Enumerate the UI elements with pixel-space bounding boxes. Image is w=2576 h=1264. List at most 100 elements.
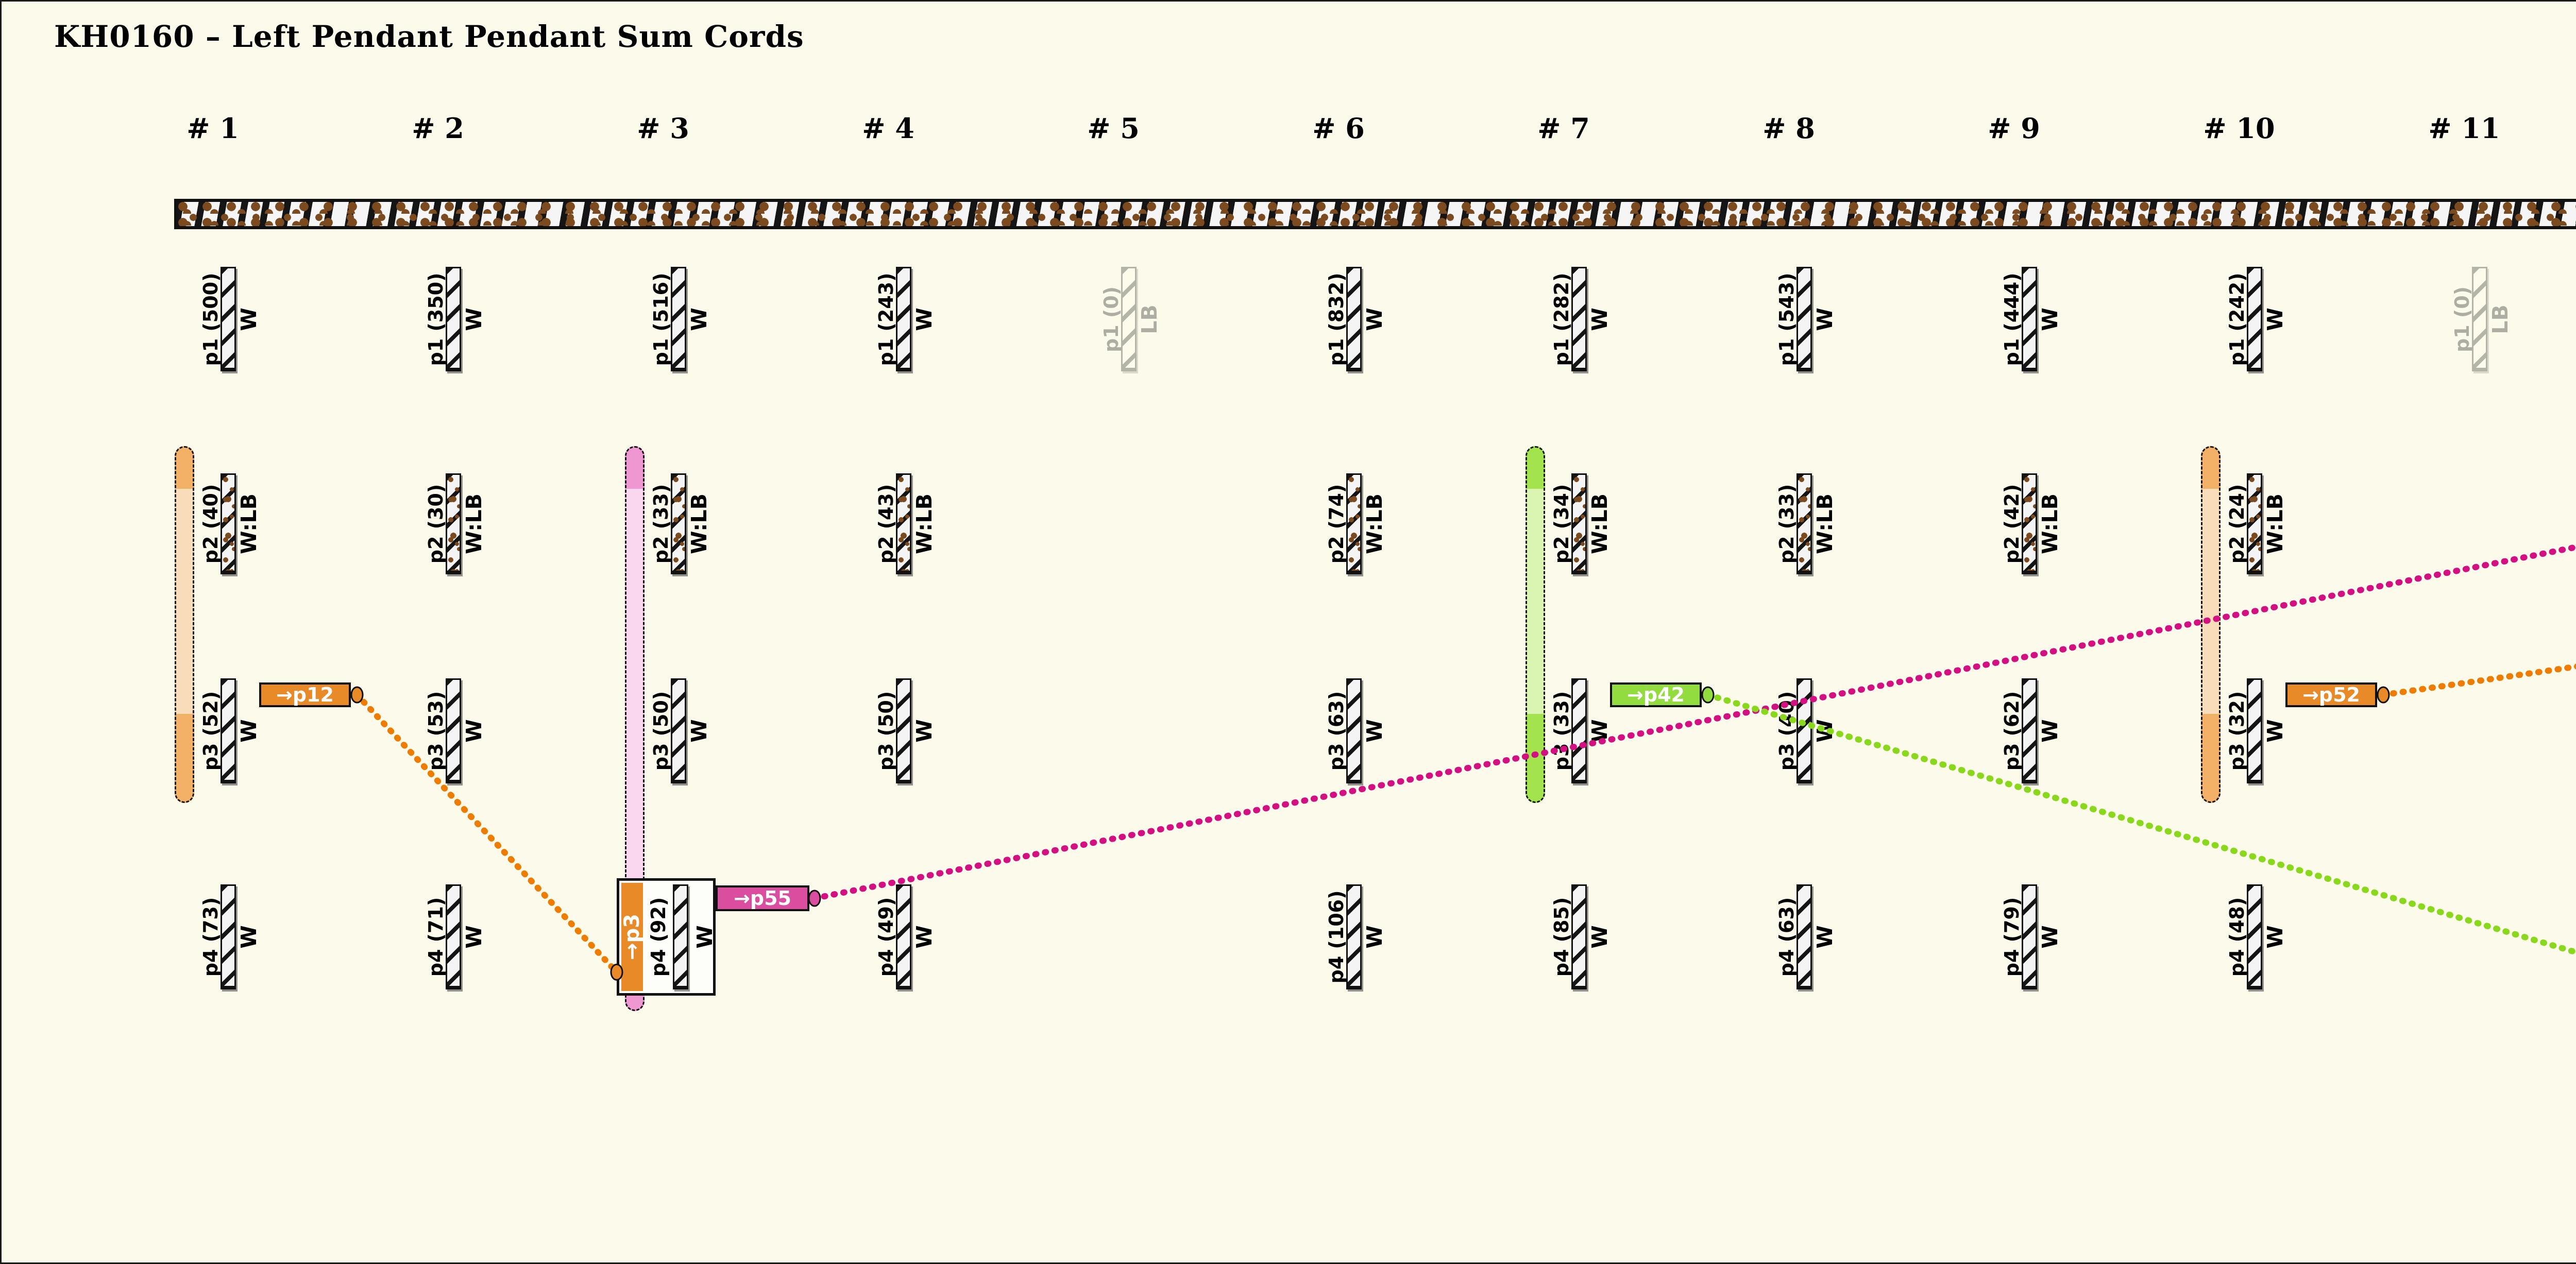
cord-label: p1 (282) <box>1550 272 1573 366</box>
cord-bar[interactable] <box>1797 678 1812 783</box>
cord-side-label: W <box>1812 307 1837 331</box>
cord-bar[interactable] <box>446 473 461 574</box>
group-4-cord-p1[interactable]: p1 (243) W <box>842 241 965 397</box>
group-1-cord-p2[interactable]: p2 (40) W:LB <box>166 448 290 600</box>
cord-label: p3 (63) <box>1325 691 1348 771</box>
group-header-11: # 11 <box>2428 112 2500 145</box>
cord-bar[interactable] <box>221 884 236 989</box>
sum-band-label: →p3 <box>620 914 644 960</box>
cord-label: p2 (30) <box>425 484 447 564</box>
cord-bar[interactable] <box>2247 884 2262 989</box>
cord-bar[interactable] <box>446 884 461 989</box>
group-6-cord-p1[interactable]: p1 (832) W <box>1292 241 1416 397</box>
group-5-cord-p1[interactable]: p1 (0) LB <box>1067 241 1191 397</box>
sum-arrow-label-p52[interactable]: →p52 <box>2285 682 2377 707</box>
cord-bar[interactable] <box>1571 267 1587 371</box>
cord-label: p4 (79) <box>2001 897 2023 977</box>
cord-bar[interactable] <box>2022 678 2037 783</box>
highlight-capsule-group-1[interactable] <box>175 446 194 803</box>
cord-bar[interactable] <box>2022 884 2037 989</box>
group-9-cord-p2[interactable]: p2 (42) W:LB <box>1968 448 2091 600</box>
cord-bar[interactable] <box>1346 473 1362 574</box>
group-10-cord-p3[interactable]: p3 (32) W <box>2193 653 2316 809</box>
group-3-cord-p2[interactable]: p2 (33) W:LB <box>617 448 740 600</box>
cord-bar[interactable] <box>221 678 236 783</box>
page-title: KH0160 – Left Pendant Pendant Sum Cords <box>54 19 804 54</box>
cord-side-label: W <box>1362 925 1387 949</box>
cord-bar[interactable] <box>896 884 911 989</box>
cord-bar[interactable] <box>2022 473 2037 574</box>
cord-label: p2 (74) <box>1325 484 1348 564</box>
cord-bar[interactable] <box>673 884 688 989</box>
cord-bar[interactable] <box>671 678 686 783</box>
cord-bar[interactable] <box>1571 884 1587 989</box>
cord-bar[interactable] <box>1346 678 1362 783</box>
cord-bar[interactable] <box>2472 267 2487 371</box>
group-8-cord-p3[interactable]: p3 (40) W <box>1742 653 1866 809</box>
primary-cord-bar[interactable] <box>174 199 2576 229</box>
group-2-cord-p1[interactable]: p1 (350) W <box>392 241 515 397</box>
group-8-cord-p2[interactable]: p2 (33) W:LB <box>1742 448 1866 600</box>
group-7-cord-p2[interactable]: p2 (34) W:LB <box>1517 448 1641 600</box>
cord-bar[interactable] <box>2247 267 2262 371</box>
group-7-cord-p3[interactable]: p3 (33) W <box>1517 653 1641 809</box>
cord-bar[interactable] <box>1797 267 1812 371</box>
group-8-cord-p1[interactable]: p1 (543) W <box>1742 241 1866 397</box>
group-1-cord-p1[interactable]: p1 (500) W <box>166 241 290 397</box>
sum-arrow-label-p12[interactable]: →p12 <box>259 682 351 707</box>
group-1-cord-p4[interactable]: p4 (73) W <box>166 859 290 1015</box>
cord-bar[interactable] <box>1797 884 1812 989</box>
cord-bar[interactable] <box>1797 473 1812 574</box>
cord-bar[interactable] <box>896 678 911 783</box>
cord-bar[interactable] <box>221 267 236 371</box>
group-9-cord-p3[interactable]: p3 (62) W <box>1968 653 2091 809</box>
group-2-cord-p3[interactable]: p3 (53) W <box>392 653 515 809</box>
group-2-cord-p2[interactable]: p2 (30) W:LB <box>392 448 515 600</box>
connector-endpoint-p52-from <box>2377 686 2390 704</box>
group-8-cord-p4[interactable]: p4 (63) W <box>1742 859 1866 1015</box>
group-1-cord-p3[interactable]: p3 (52) W <box>166 653 290 809</box>
group-10-cord-p4[interactable]: p4 (48) W <box>2193 859 2316 1015</box>
cord-bar[interactable] <box>1346 267 1362 371</box>
cord-bar[interactable] <box>446 267 461 371</box>
cord-bar[interactable] <box>446 678 461 783</box>
cord-side-label: W <box>912 719 937 743</box>
cord-label: p2 (42) <box>2001 484 2023 564</box>
group-9-cord-p1[interactable]: p1 (444) W <box>1968 241 2091 397</box>
cord-bar[interactable] <box>1571 678 1587 783</box>
cord-side-label: W:LB <box>2263 493 2287 554</box>
group-6-cord-p4[interactable]: p4 (106) W <box>1292 859 1416 1015</box>
sum-arrow-label-p42[interactable]: →p42 <box>1610 682 1702 707</box>
group-3-p4-sum-box[interactable]: →p3 p4 (92) W <box>617 878 717 996</box>
cord-bar[interactable] <box>1121 267 1137 371</box>
cord-side-label: W <box>1362 307 1387 331</box>
cord-bar[interactable] <box>896 267 911 371</box>
cord-bar[interactable] <box>671 267 686 371</box>
group-4-cord-p2[interactable]: p2 (43) W:LB <box>842 448 965 600</box>
group-6-cord-p3[interactable]: p3 (63) W <box>1292 653 1416 809</box>
group-10-cord-p1[interactable]: p1 (242) W <box>2193 241 2316 397</box>
cord-bar[interactable] <box>2022 267 2037 371</box>
cord-bar[interactable] <box>896 473 911 574</box>
cord-bar[interactable] <box>1571 473 1587 574</box>
cord-label: p1 (350) <box>425 272 447 366</box>
cord-bar[interactable] <box>671 473 686 574</box>
group-7-cord-p1[interactable]: p1 (282) W <box>1517 241 1641 397</box>
group-10-cord-p2[interactable]: p2 (24) W:LB <box>2193 448 2316 600</box>
group-6-cord-p2[interactable]: p2 (74) W:LB <box>1292 448 1416 600</box>
group-4-cord-p3[interactable]: p3 (50) W <box>842 653 965 809</box>
cord-bar[interactable] <box>1346 884 1362 989</box>
cord-bar[interactable] <box>2247 678 2262 783</box>
group-11-cord-p1[interactable]: p1 (0) LB <box>2418 241 2541 397</box>
group-2-cord-p4[interactable]: p4 (71) W <box>392 859 515 1015</box>
group-9-cord-p4[interactable]: p4 (79) W <box>1968 859 2091 1015</box>
cord-side-label: W:LB <box>462 493 486 554</box>
cord-bar[interactable] <box>221 473 236 574</box>
group-3-cord-p1[interactable]: p1 (516) W <box>617 241 740 397</box>
group-7-cord-p4[interactable]: p4 (85) W <box>1517 859 1641 1015</box>
group-4-cord-p4[interactable]: p4 (49) W <box>842 859 965 1015</box>
sum-arrow-label-p55[interactable]: →p55 <box>716 885 809 911</box>
cord-bar[interactable] <box>2247 473 2262 574</box>
group-3-cord-p3[interactable]: p3 (50) W <box>617 653 740 809</box>
